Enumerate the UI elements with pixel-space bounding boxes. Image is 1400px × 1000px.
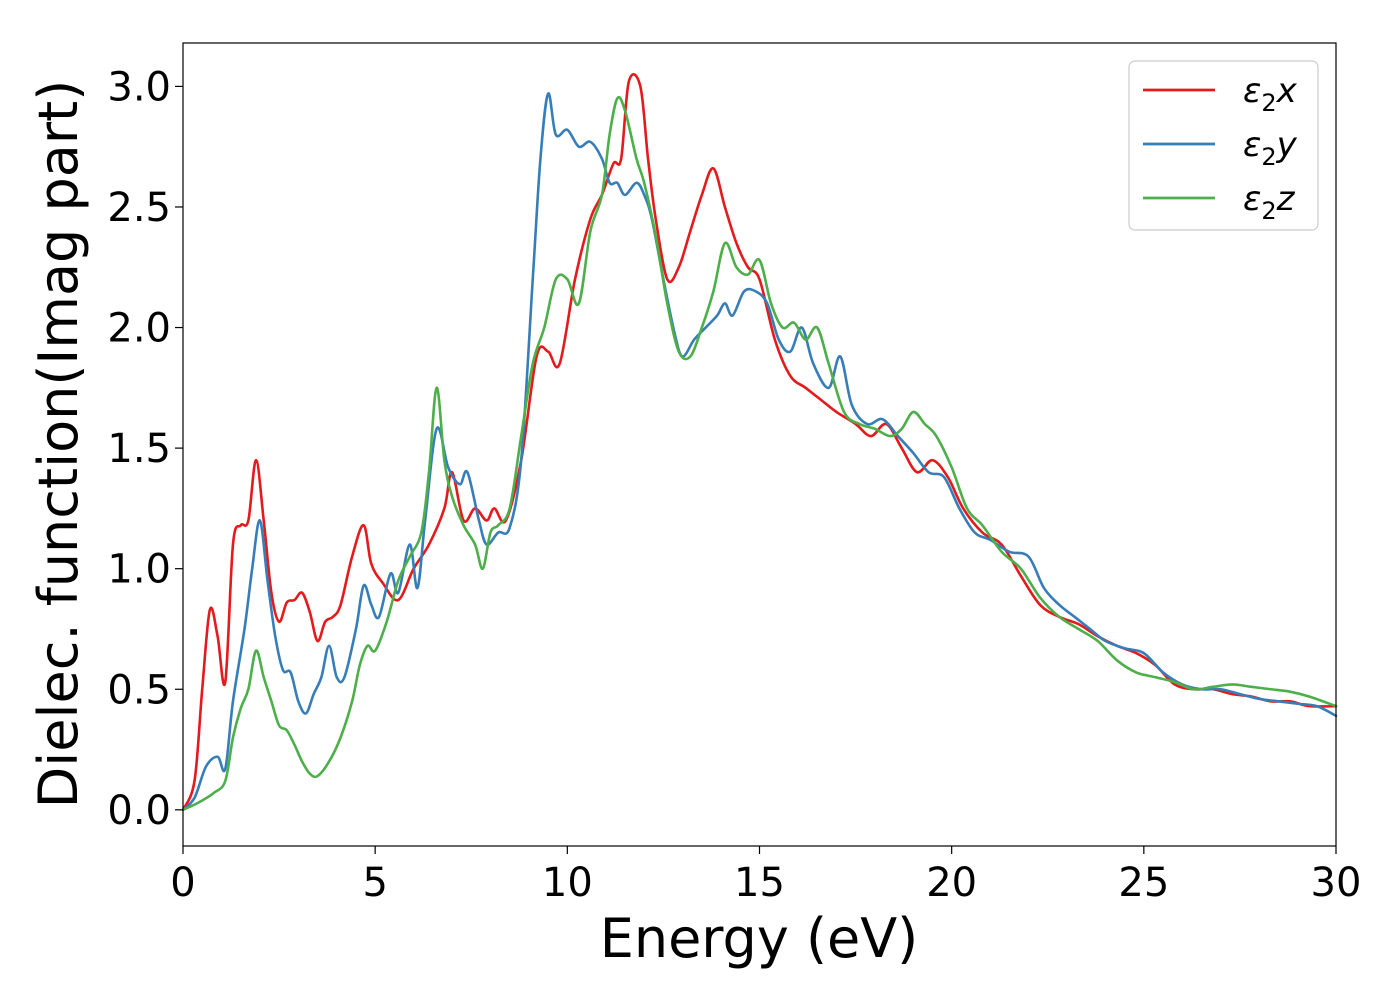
legend-label-y: ε2y <box>1243 125 1298 171</box>
legend-label-x: ε2x <box>1243 71 1298 117</box>
series-line-z <box>181 95 1338 812</box>
y-tick-label: 2.5 <box>107 185 171 231</box>
legend-label-subscript: 2 <box>1261 197 1276 225</box>
x-tick-label: 20 <box>926 860 977 906</box>
legend-label-subscript: 2 <box>1261 143 1276 171</box>
legend-label-z: ε2z <box>1243 179 1296 225</box>
legend-box <box>1128 60 1319 231</box>
x-tick-label: 0 <box>170 860 195 906</box>
x-axis-ticks: 0 5 10 15 20 25 30 <box>170 846 1361 906</box>
y-tick-label: 0.5 <box>107 667 171 713</box>
x-tick-label: 30 <box>1311 860 1362 906</box>
legend-label-suffix: x <box>1276 71 1298 111</box>
y-tick-label: 1.5 <box>107 426 171 472</box>
x-tick-label: 10 <box>542 860 593 906</box>
legend-label-base: ε <box>1243 179 1261 219</box>
y-tick-label: 0.0 <box>107 788 171 834</box>
series-layer <box>181 73 1338 812</box>
series-line-x <box>181 73 1338 812</box>
legend-label-suffix: z <box>1276 179 1296 219</box>
series-line-y <box>181 92 1338 812</box>
legend-label-base: ε <box>1243 71 1261 111</box>
x-tick-label: 25 <box>1118 860 1169 906</box>
y-tick-label: 3.0 <box>107 64 171 110</box>
x-axis-label: Energy (eV) <box>600 907 919 970</box>
y-axis-ticks: 0.0 0.5 1.0 1.5 2.0 2.5 3.0 <box>107 64 183 834</box>
y-tick-label: 2.0 <box>107 306 171 352</box>
x-tick-label: 5 <box>362 860 387 906</box>
legend-label-base: ε <box>1243 125 1261 165</box>
y-tick-label: 1.0 <box>107 547 171 593</box>
legend-label-suffix: y <box>1276 125 1298 165</box>
legend-label-subscript: 2 <box>1261 89 1276 117</box>
y-axis-label: Dielec. function(Imag part) <box>27 80 90 809</box>
x-tick-label: 15 <box>734 860 785 906</box>
